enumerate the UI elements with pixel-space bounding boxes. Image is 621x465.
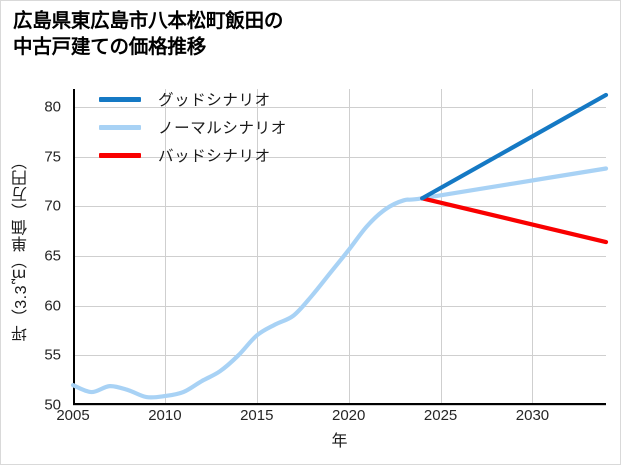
legend-swatch-icon [99,124,141,130]
series-line [420,92,609,201]
legend-item[interactable]: ノーマルシナリオ [99,119,287,137]
series-layer [70,92,609,400]
page-title: 広島県東広島市八本松町飯田の 中古戸建ての価格推移 [13,10,284,58]
gridline-vertical [256,89,258,405]
gridline-horizontal [73,305,606,307]
gridline-horizontal [73,106,606,108]
y-tick-label: 55 [44,346,61,364]
gridline-horizontal [73,255,606,257]
legend-swatch-icon [99,152,141,158]
x-tick-label: 2020 [332,407,366,424]
x-tick-label: 2005 [56,407,90,424]
gridline-horizontal [73,206,606,208]
legend-item-label: ノーマルシナリオ [158,120,287,137]
y-tick-label: 80 [44,98,61,116]
series-line [420,196,609,245]
legend: グッドシナリオ ノーマルシナリオ バッドシナリオ [99,91,287,165]
gridline-vertical [440,89,442,405]
x-tick-label: 2030 [515,407,550,424]
series-line [70,166,609,400]
legend-item[interactable]: バッドシナリオ [99,147,287,165]
gridline-horizontal [73,405,606,406]
gridline-horizontal [73,156,606,158]
plot-frame [73,89,606,405]
x-tick-label: 2025 [423,407,458,424]
y-tick-label: 70 [44,197,61,215]
x-tick-label: 2015 [240,407,274,424]
x-axis-title: 年 [331,433,348,450]
x-tick-label: 2010 [148,407,182,424]
y-tick-label: 75 [44,148,61,166]
gridline-vertical [164,89,166,405]
legend-item-label: グッドシナリオ [158,92,271,109]
legend-item-label: バッドシナリオ [158,148,271,165]
y-tick-label: 60 [44,297,61,315]
legend-swatch-icon [99,96,141,102]
y-tick-label: 50 [44,396,61,414]
y-tick-label: 65 [44,247,61,265]
gridline-horizontal [73,355,606,357]
legend-item[interactable]: グッドシナリオ [99,91,287,109]
plot-area [70,89,609,406]
gridline-vertical [532,89,534,405]
